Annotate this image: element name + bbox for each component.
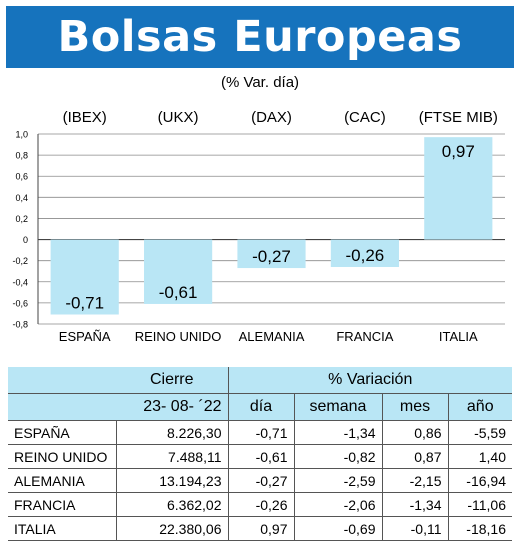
category-label: REINO UNIDO bbox=[135, 329, 222, 344]
page-title: Bolsas Europeas bbox=[57, 12, 463, 62]
table-column-header-row: 23- 08- ´22 día semana mes año bbox=[8, 393, 512, 421]
header-mes: mes bbox=[381, 393, 448, 421]
y-tick-label: 1,0 bbox=[15, 130, 28, 140]
index-label: (DAX) bbox=[251, 109, 292, 126]
header-blank bbox=[8, 367, 116, 394]
ano-cell: 1,40 bbox=[447, 444, 512, 469]
mes-cell: 0,87 bbox=[381, 444, 448, 469]
y-tick-label: 0,4 bbox=[15, 193, 28, 203]
y-tick-label: -0,8 bbox=[12, 320, 28, 330]
table-row: ITALIA 22.380,06 0,97 -0,69 -0,11 -18,16 bbox=[8, 516, 512, 541]
country-cell: ITALIA bbox=[8, 516, 116, 541]
index-label: (IBEX) bbox=[63, 109, 107, 126]
bar bbox=[50, 239, 119, 315]
dia-cell: 0,97 bbox=[227, 516, 294, 541]
dia-cell: -0,61 bbox=[227, 444, 294, 469]
y-tick-label: 0,2 bbox=[15, 214, 28, 224]
semana-cell: -2,06 bbox=[293, 492, 382, 517]
header-date: 23- 08- ´22 bbox=[116, 393, 228, 421]
bar-value-label: -0,27 bbox=[252, 247, 291, 266]
table-row: REINO UNIDO 7.488,11 -0,61 -0,82 0,87 1,… bbox=[8, 444, 512, 469]
semana-cell: -0,82 bbox=[293, 444, 382, 469]
category-label: ESPAÑA bbox=[59, 329, 111, 344]
table-group-header-row: Cierre % Variación bbox=[8, 367, 512, 394]
mes-cell: -0,11 bbox=[381, 516, 448, 541]
bar-value-label: 0,97 bbox=[442, 142, 475, 161]
table-row: ESPAÑA 8.226,30 -0,71 -1,34 0,86 -5,59 bbox=[8, 420, 512, 445]
category-label: ALEMANIA bbox=[239, 329, 305, 344]
country-cell: FRANCIA bbox=[8, 492, 116, 517]
country-cell: ALEMANIA bbox=[8, 468, 116, 493]
semana-cell: -2,59 bbox=[293, 468, 382, 493]
table-row: FRANCIA 6.362,02 -0,26 -2,06 -1,34 -11,0… bbox=[8, 492, 512, 517]
ano-cell: -16,94 bbox=[447, 468, 512, 493]
header-blank-2 bbox=[8, 393, 116, 421]
y-tick-label: 0,6 bbox=[15, 172, 28, 182]
mes-cell: -1,34 bbox=[381, 492, 448, 517]
bar-value-label: -0,61 bbox=[159, 283, 198, 302]
category-label: ITALIA bbox=[439, 329, 478, 344]
cierre-cell: 8.226,30 bbox=[115, 420, 228, 445]
bar-value-label: -0,71 bbox=[65, 294, 104, 313]
semana-cell: -1,34 bbox=[293, 420, 382, 445]
bar bbox=[424, 137, 493, 240]
mes-cell: -2,15 bbox=[381, 468, 448, 493]
ano-cell: -18,16 bbox=[447, 516, 512, 541]
header-cierre: Cierre bbox=[116, 367, 228, 394]
data-table-container: Cierre % Variación 23- 08- ´22 día seman… bbox=[8, 367, 512, 541]
header-variacion: % Variación bbox=[227, 367, 512, 394]
y-tick-label: -0,6 bbox=[12, 298, 28, 308]
bar bbox=[330, 239, 399, 267]
data-table: Cierre % Variación 23- 08- ´22 día seman… bbox=[8, 367, 512, 541]
cierre-cell: 7.488,11 bbox=[115, 444, 228, 469]
y-tick-label: 0,8 bbox=[15, 151, 28, 161]
dia-cell: -0,26 bbox=[227, 492, 294, 517]
y-tick-label: -0,4 bbox=[12, 277, 28, 287]
header-dia: día bbox=[227, 393, 294, 421]
cierre-cell: 22.380,06 bbox=[115, 516, 228, 541]
header-ano: año bbox=[447, 393, 512, 421]
country-cell: REINO UNIDO bbox=[8, 444, 116, 469]
semana-cell: -0,69 bbox=[293, 516, 382, 541]
bar bbox=[237, 239, 306, 269]
dia-cell: -0,27 bbox=[227, 468, 294, 493]
y-tick-label: -0,2 bbox=[12, 256, 28, 266]
bar bbox=[144, 239, 213, 304]
chart-subtitle: (% Var. día) bbox=[220, 74, 300, 91]
country-cell: ESPAÑA bbox=[8, 420, 116, 445]
ano-cell: -11,06 bbox=[447, 492, 512, 517]
index-label: (CAC) bbox=[344, 109, 386, 126]
bar-value-label: -0,26 bbox=[346, 246, 385, 265]
header-semana: semana bbox=[293, 393, 382, 421]
index-label: (FTSE MIB) bbox=[419, 109, 498, 126]
index-label: (UKX) bbox=[158, 109, 199, 126]
cierre-cell: 6.362,02 bbox=[115, 492, 228, 517]
category-label: FRANCIA bbox=[336, 329, 393, 344]
mes-cell: 0,86 bbox=[381, 420, 448, 445]
y-tick-label: 0 bbox=[23, 235, 28, 245]
title-banner: Bolsas Europeas bbox=[6, 6, 514, 68]
dia-cell: -0,71 bbox=[227, 420, 294, 445]
ano-cell: -5,59 bbox=[447, 420, 512, 445]
cierre-cell: 13.194,23 bbox=[115, 468, 228, 493]
table-row: ALEMANIA 13.194,23 -0,27 -2,59 -2,15 -16… bbox=[8, 468, 512, 493]
bar-chart: 1,0 0,8 0,6 0,4 0,2 0 -0,2 -0,4 -0,6 -0,8 -0,71 (IB… bbox=[12, 109, 505, 344]
